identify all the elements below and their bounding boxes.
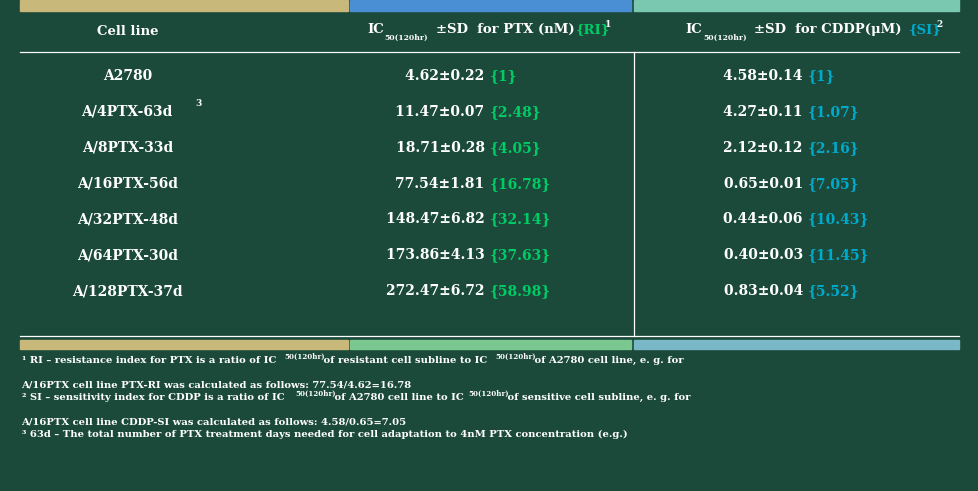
Text: IC: IC: [367, 24, 383, 36]
Text: 0.65±0.01: 0.65±0.01: [723, 177, 807, 191]
Text: {10.43}: {10.43}: [807, 213, 868, 226]
Text: A/4PTX-63d: A/4PTX-63d: [81, 105, 173, 119]
Text: 50(120hr): 50(120hr): [495, 353, 536, 360]
Text: 3: 3: [196, 99, 202, 108]
Text: {SI}: {SI}: [908, 24, 940, 36]
Text: 4.27±0.11: 4.27±0.11: [723, 105, 807, 119]
Text: of sensitive cell subline, e. g. for: of sensitive cell subline, e. g. for: [504, 393, 689, 402]
Text: 4.58±0.14: 4.58±0.14: [723, 69, 807, 83]
Text: 272.47±6.72: 272.47±6.72: [385, 284, 489, 298]
Text: {5.52}: {5.52}: [807, 284, 859, 298]
Text: 50(120hr): 50(120hr): [702, 34, 746, 42]
Text: {58.98}: {58.98}: [489, 284, 550, 298]
Text: 0.83±0.04: 0.83±0.04: [723, 284, 807, 298]
Bar: [634, 0, 958, 11]
Text: {RI}: {RI}: [575, 24, 609, 36]
Text: of A2780 cell line to IC: of A2780 cell line to IC: [331, 393, 464, 402]
Text: 50(120hr): 50(120hr): [295, 389, 335, 397]
Text: A/128PTX-37d: A/128PTX-37d: [72, 284, 182, 298]
Text: 148.47±6.82: 148.47±6.82: [385, 213, 489, 226]
Text: {2.16}: {2.16}: [807, 141, 859, 155]
Text: {1}: {1}: [489, 69, 516, 83]
Text: {2.48}: {2.48}: [489, 105, 541, 119]
Text: {7.05}: {7.05}: [807, 177, 859, 191]
Text: {1.07}: {1.07}: [807, 105, 859, 119]
Text: ¹ RI – resistance index for PTX is a ratio of IC: ¹ RI – resistance index for PTX is a rat…: [22, 356, 276, 365]
Text: {32.14}: {32.14}: [489, 213, 551, 226]
Text: ³ 63d – The total number of PTX treatment days needed for cell adaptation to 4nM: ³ 63d – The total number of PTX treatmen…: [22, 430, 627, 439]
Text: A/8PTX-33d: A/8PTX-33d: [81, 141, 173, 155]
Text: of A2780 cell line, e. g. for: of A2780 cell line, e. g. for: [531, 356, 683, 365]
Text: 11.47±0.07: 11.47±0.07: [395, 105, 489, 119]
Text: ² SI – sensitivity index for CDDP is a ratio of IC: ² SI – sensitivity index for CDDP is a r…: [22, 393, 284, 402]
Bar: [20, 0, 347, 11]
Text: A/64PTX-30d: A/64PTX-30d: [76, 248, 178, 262]
Bar: [20, 340, 347, 349]
Text: 2.12±0.12: 2.12±0.12: [723, 141, 807, 155]
Text: A/16PTX cell line PTX-RI was calculated as follows: 77.54/4.62=16.78: A/16PTX cell line PTX-RI was calculated …: [22, 381, 411, 389]
Text: A/32PTX-48d: A/32PTX-48d: [76, 213, 178, 226]
Bar: [350, 340, 631, 349]
Text: 1: 1: [604, 20, 611, 29]
Text: A/16PTX cell line CDDP-SI was calculated as follows: 4.58/0.65=7.05: A/16PTX cell line CDDP-SI was calculated…: [22, 417, 406, 426]
Text: 4.62±0.22: 4.62±0.22: [405, 69, 489, 83]
Text: ±SD  for PTX (nM): ±SD for PTX (nM): [435, 24, 578, 36]
Bar: [634, 340, 958, 349]
Text: 0.40±0.03: 0.40±0.03: [723, 248, 807, 262]
Text: 173.86±4.13: 173.86±4.13: [385, 248, 489, 262]
Text: of resistant cell subline to IC: of resistant cell subline to IC: [320, 356, 487, 365]
Text: {11.45}: {11.45}: [807, 248, 868, 262]
Text: 0.44±0.06: 0.44±0.06: [723, 213, 807, 226]
Text: 50(120hr): 50(120hr): [384, 34, 428, 42]
Text: 2: 2: [936, 20, 942, 29]
Text: Cell line: Cell line: [97, 26, 157, 38]
Text: IC: IC: [685, 24, 701, 36]
Text: A2780: A2780: [103, 69, 152, 83]
Text: 50(120hr): 50(120hr): [467, 389, 509, 397]
Text: A/16PTX-56d: A/16PTX-56d: [76, 177, 178, 191]
Text: {1}: {1}: [807, 69, 834, 83]
Text: 18.71±0.28: 18.71±0.28: [395, 141, 489, 155]
Text: {37.63}: {37.63}: [489, 248, 550, 262]
Text: {16.78}: {16.78}: [489, 177, 551, 191]
Text: ±SD  for CDDP(μM): ±SD for CDDP(μM): [753, 24, 905, 36]
Bar: [350, 0, 631, 11]
Text: {4.05}: {4.05}: [489, 141, 541, 155]
Text: 50(120hr): 50(120hr): [285, 353, 325, 360]
Text: 77.54±1.81: 77.54±1.81: [395, 177, 489, 191]
